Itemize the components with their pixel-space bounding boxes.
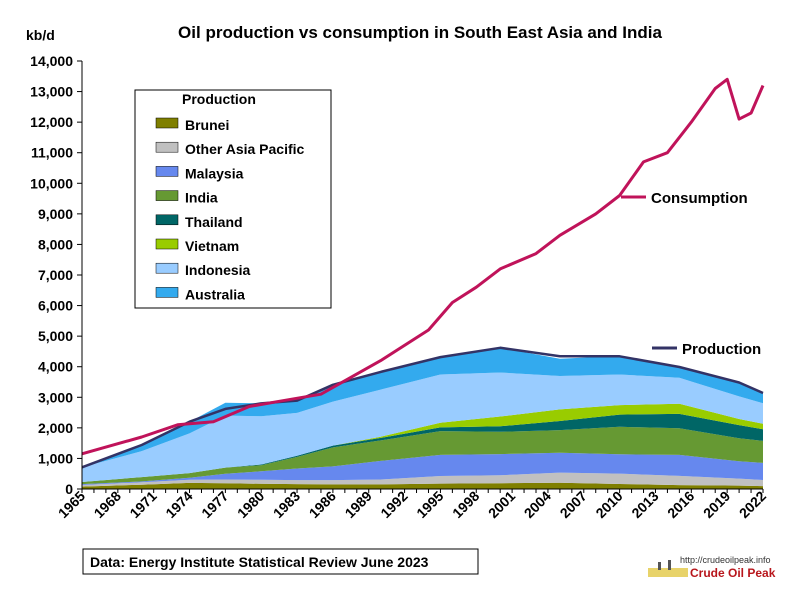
legend-label-australia: Australia bbox=[185, 286, 245, 302]
x-tick-label: 2004 bbox=[521, 488, 554, 521]
series-lines bbox=[81, 77, 765, 469]
legend-swatch-malaysia bbox=[155, 166, 179, 177]
x-tick-label: 1974 bbox=[162, 488, 195, 521]
y-tick-label: 3,000 bbox=[38, 389, 73, 405]
production-label-group: Production bbox=[652, 341, 761, 358]
stacked-area-layers bbox=[82, 347, 763, 489]
legend-swatch-vietnam bbox=[155, 238, 179, 250]
x-tick-label: 1989 bbox=[342, 488, 375, 521]
x-tick-label: 2013 bbox=[628, 488, 661, 521]
legend-swatch-australia bbox=[155, 287, 179, 298]
y-tick-label: 14,000 bbox=[30, 53, 73, 69]
logo: http://crudeoilpeak.info Crude Oil Peak bbox=[648, 555, 776, 580]
y-tick-label: 10,000 bbox=[30, 175, 73, 191]
x-tick-labels: 1965 1968 1971 1974 1977 1980 1983 1986 1989 1992… bbox=[55, 488, 769, 521]
chart-title: Oil production vs consumption in South E… bbox=[178, 23, 662, 42]
x-tick-label: 1983 bbox=[270, 488, 303, 521]
x-tick-label: 1965 bbox=[55, 488, 88, 521]
y-tick-label: 6,000 bbox=[38, 298, 73, 314]
area-india bbox=[82, 426, 763, 485]
legend-swatch-thailand bbox=[155, 214, 179, 226]
x-tick-label: 2022 bbox=[736, 488, 769, 521]
x-tick-label: 2001 bbox=[485, 488, 518, 521]
area-vietnam bbox=[82, 403, 763, 482]
y-tick-label: 12,000 bbox=[30, 114, 73, 130]
y-tick-label: 4,000 bbox=[38, 359, 73, 375]
x-tick-label: 2010 bbox=[592, 488, 625, 521]
legend-label-india: India bbox=[185, 190, 218, 206]
x-tick-label: 2016 bbox=[664, 488, 697, 521]
y-tick-label: 13,000 bbox=[30, 84, 73, 100]
x-tick-label: 1971 bbox=[126, 488, 159, 521]
legend-swatch-india bbox=[155, 190, 179, 201]
logo-url: http://crudeoilpeak.info bbox=[680, 555, 771, 565]
x-tick-label: 1977 bbox=[198, 488, 231, 521]
legend-label-vietnam: Vietnam bbox=[185, 238, 239, 254]
logo-brand: Crude Oil Peak bbox=[690, 566, 776, 580]
legend-label-malaysia: Malaysia bbox=[185, 165, 244, 181]
source-note-frame bbox=[82, 548, 479, 575]
logo-rig-icon bbox=[658, 562, 661, 570]
area-australia bbox=[82, 347, 763, 468]
source-note-box: Data: Energy Institute Statistical Revie… bbox=[82, 548, 479, 575]
area-malaysia bbox=[82, 452, 763, 485]
legend-label-brunei: Brunei bbox=[185, 117, 229, 133]
x-tick-label: 1968 bbox=[91, 488, 124, 521]
legend: Production Brunei Other Asia Pacific Malay… bbox=[134, 89, 332, 309]
logo-ground bbox=[648, 568, 688, 577]
area-brunei bbox=[82, 482, 763, 489]
x-tick-label: 1995 bbox=[413, 488, 446, 521]
area-other-asia-pacific bbox=[82, 472, 763, 487]
y-tick-label: 2,000 bbox=[38, 420, 73, 436]
legend-label-other-asia-pacific: Other Asia Pacific bbox=[185, 141, 305, 157]
y-tick-label: 11,000 bbox=[31, 145, 73, 161]
area-indonesia bbox=[82, 372, 763, 482]
legend-swatch-brunei bbox=[155, 117, 179, 129]
legend-swatch-other-asia-pacific bbox=[155, 141, 179, 153]
y-axis-label: kb/d bbox=[26, 27, 55, 43]
production-line bbox=[81, 346, 764, 469]
consumption-line bbox=[81, 77, 765, 456]
legend-swatch-indonesia bbox=[155, 262, 179, 274]
legend-label-thailand: Thailand bbox=[185, 214, 243, 230]
logo-rig-icon-2 bbox=[668, 560, 671, 570]
legend-title: Production bbox=[182, 91, 256, 107]
y-tick-label: 1,000 bbox=[38, 450, 73, 466]
y-tick-label: 9,000 bbox=[38, 206, 73, 222]
x-tick-label: 1980 bbox=[234, 488, 267, 521]
y-tick-label: 8,000 bbox=[38, 236, 73, 252]
x-tick-label: 2007 bbox=[557, 488, 590, 521]
production-label: Production bbox=[682, 341, 761, 358]
consumption-label: Consumption bbox=[651, 190, 748, 207]
y-tick-label: 0 bbox=[65, 481, 73, 497]
y-tick-label: 5,000 bbox=[38, 328, 73, 344]
x-tick-label: 2019 bbox=[700, 488, 733, 521]
y-tick-labels: 0 1,000 2,000 3,000 4,000 5,000 6,000 7,000 8,00… bbox=[30, 53, 82, 497]
source-note: Data: Energy Institute Statistical Revie… bbox=[90, 554, 429, 570]
x-tick-label: 1992 bbox=[377, 488, 410, 521]
legend-label-indonesia: Indonesia bbox=[185, 262, 251, 278]
legend-items: Brunei Other Asia Pacific Malaysia India Tha… bbox=[155, 117, 305, 302]
x-tick-label: 1998 bbox=[449, 488, 482, 521]
area-thailand bbox=[82, 413, 763, 482]
x-tick-label: 1986 bbox=[306, 488, 339, 521]
consumption-label-group: Consumption bbox=[621, 190, 748, 207]
y-tick-label: 7,000 bbox=[38, 267, 73, 283]
